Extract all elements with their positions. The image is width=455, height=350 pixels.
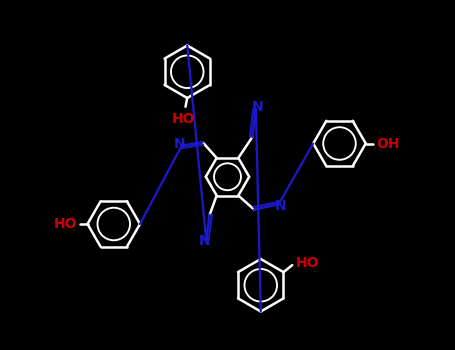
Text: HO: HO [296,256,319,270]
Text: N: N [198,234,210,248]
Text: HO: HO [172,112,196,126]
Text: OH: OH [376,136,400,150]
Text: N: N [252,100,263,114]
Text: N: N [174,137,186,151]
Text: N: N [274,199,286,213]
Text: HO: HO [54,217,77,231]
